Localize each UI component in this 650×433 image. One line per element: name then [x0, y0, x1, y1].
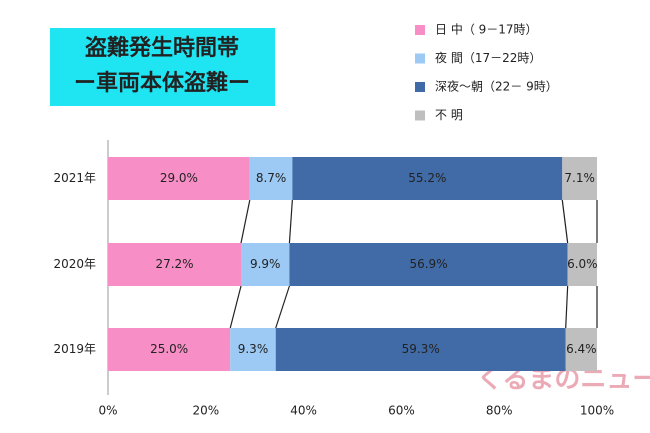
connector-line	[275, 285, 290, 329]
legend-swatch	[415, 110, 425, 121]
value-label: 29.0%	[160, 171, 198, 185]
legend-swatch	[415, 82, 425, 92]
x-tick-label: 0%	[98, 404, 117, 418]
bar-segment	[249, 157, 293, 200]
legend-swatch	[415, 25, 425, 35]
x-tick-label: 80%	[486, 404, 513, 418]
bar-segment	[108, 243, 242, 286]
value-label: 6.4%	[566, 342, 597, 356]
y-tick-label: 2021年	[53, 171, 96, 185]
value-label: 9.9%	[250, 257, 281, 271]
x-tick-label: 60%	[388, 404, 415, 418]
value-label: 8.7%	[256, 171, 287, 185]
value-label: 25.0%	[150, 342, 188, 356]
y-tick-label: 2019年	[53, 342, 96, 356]
x-tick-label: 40%	[290, 404, 317, 418]
value-label: 9.3%	[238, 342, 269, 356]
value-label: 56.9%	[409, 257, 447, 271]
y-tick-label: 2020年	[53, 257, 96, 271]
legend-label: 夜 間（17－22時）	[435, 50, 541, 65]
bar-segment	[275, 328, 566, 371]
legend-swatch	[415, 53, 425, 64]
bar-segment	[562, 157, 597, 200]
chart-subtitle: ー車両本体盗難ー	[74, 70, 250, 96]
bar-segment	[289, 243, 568, 286]
legend-label: 日 中（ 9－17時）	[435, 22, 538, 37]
value-label: 7.1%	[564, 171, 595, 185]
value-label: 6.0%	[567, 257, 598, 271]
value-label: 59.3%	[402, 342, 440, 356]
bar-segment	[108, 157, 250, 200]
title-box	[50, 28, 275, 106]
bar-segment	[565, 328, 597, 371]
x-tick-label: 20%	[192, 404, 219, 418]
legend-label: 不 明	[435, 108, 463, 122]
chart-title: 盗難発生時間帯	[85, 35, 239, 61]
bar-segment	[567, 243, 597, 286]
value-label: 27.2%	[155, 257, 193, 271]
connector-line	[229, 285, 242, 329]
connector-line	[561, 199, 569, 244]
connector-line	[565, 285, 569, 329]
legend-label: 深夜～朝（22－ 9時）	[435, 79, 558, 94]
connector-line	[240, 199, 251, 244]
bar-segment	[108, 328, 231, 371]
value-label: 55.2%	[408, 171, 446, 185]
x-tick-label: 100%	[580, 404, 614, 418]
bar-segment	[230, 328, 276, 371]
connector-line	[288, 199, 293, 244]
bar-segment	[241, 243, 290, 286]
bar-segment	[292, 157, 563, 200]
